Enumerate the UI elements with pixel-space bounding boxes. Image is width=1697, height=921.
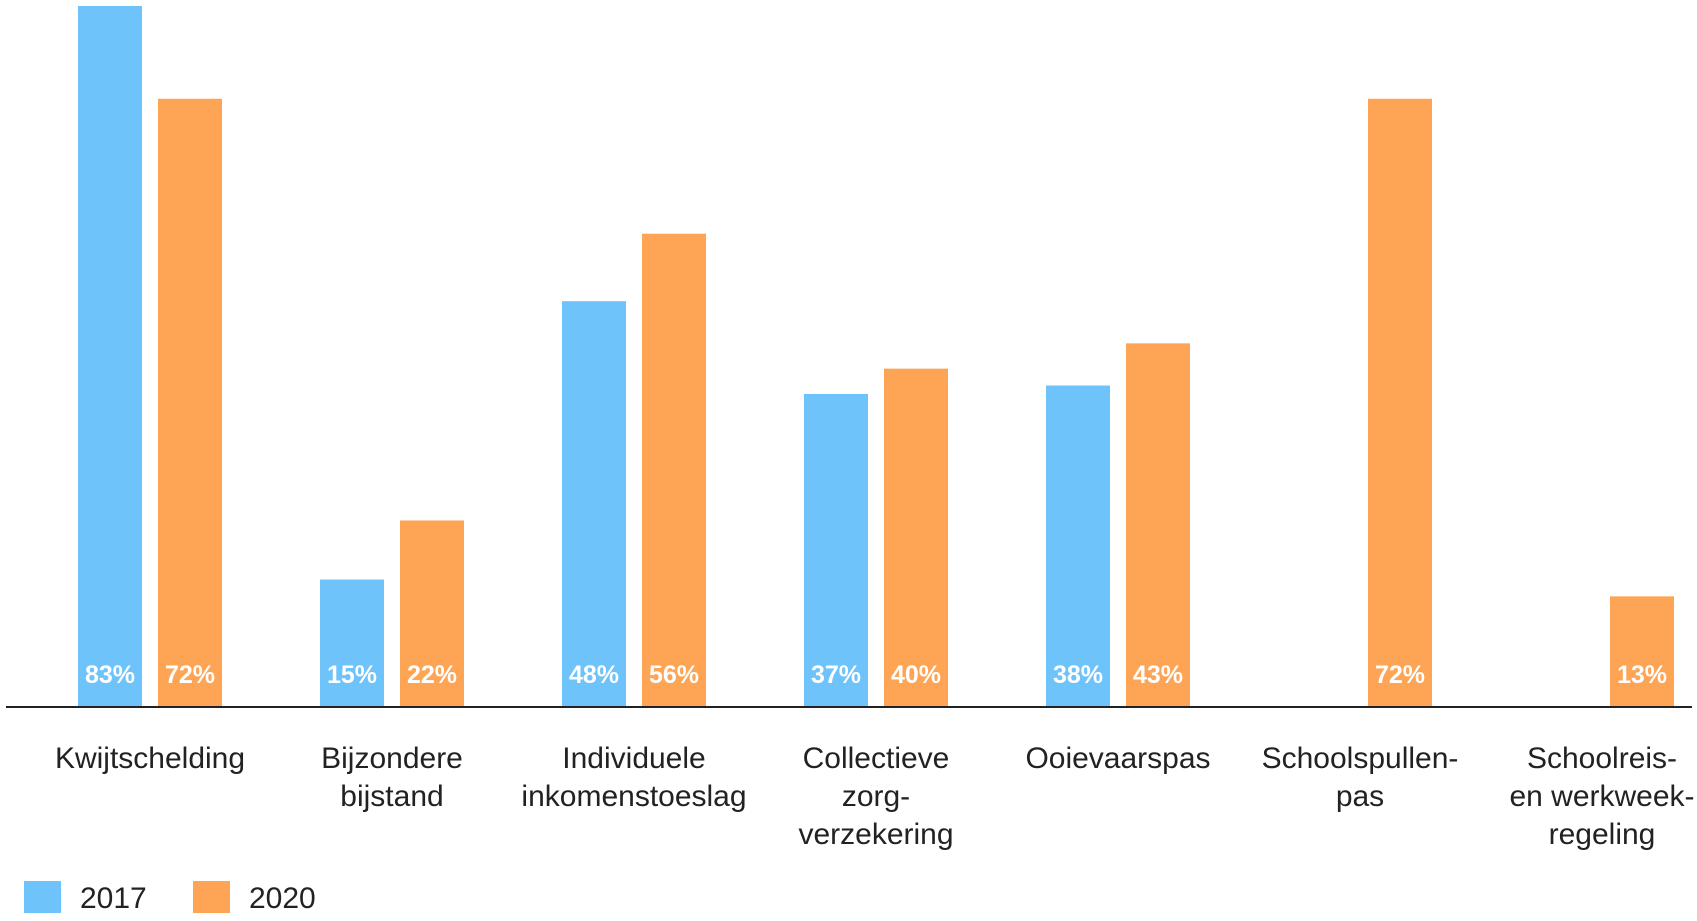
bar-2017-2	[562, 301, 626, 706]
value-label-2017-0: 83%	[85, 661, 135, 689]
bar-2020-3	[884, 368, 948, 706]
category-label-2-line-0: Individuele	[562, 742, 705, 775]
value-label-2020-6: 13%	[1617, 661, 1667, 689]
value-label-2020-0: 72%	[165, 661, 215, 689]
bar-2020-1	[400, 520, 464, 706]
bar-2017-0	[78, 6, 142, 706]
category-labels-group: Kwijtschelding Bijzondere bijstand Individu…	[55, 742, 1695, 851]
category-label-1-line-1: bijstand	[340, 780, 443, 813]
value-label-2020-5: 72%	[1375, 661, 1425, 689]
value-label-2017-4: 38%	[1053, 661, 1103, 689]
legend-swatch-2017	[24, 881, 61, 913]
legend-label-2017: 2017	[80, 882, 147, 915]
category-label-4-line-0: Ooievaarspas	[1025, 742, 1210, 775]
legend-swatch-2020	[193, 881, 230, 913]
value-label-2017-1: 15%	[327, 661, 377, 689]
value-label-2020-3: 40%	[891, 661, 941, 689]
bar-2017-1	[320, 579, 384, 706]
value-labels-group: 83% 72% 15% 22% 48% 56% 37% 40% 38% 43% 72% 13%	[85, 661, 1667, 689]
value-label-2017-3: 37%	[811, 661, 861, 689]
legend: 2017 2020	[24, 881, 316, 915]
value-label-2020-2: 56%	[649, 661, 699, 689]
bar-2020-5	[1368, 98, 1432, 706]
category-label-3-line-1: zorg-	[842, 780, 910, 813]
bar-2020-6	[1610, 596, 1674, 706]
value-label-2020-1: 22%	[407, 661, 457, 689]
bars-group	[78, 6, 1674, 706]
bar-2017-3	[804, 393, 868, 706]
category-label-3-line-2: verzekering	[798, 818, 953, 851]
category-label-6-line-2: regeling	[1549, 818, 1656, 851]
category-label-3-line-0: Collectieve	[803, 742, 950, 775]
bar-2020-2	[642, 233, 706, 706]
category-label-5-line-1: pas	[1336, 780, 1384, 813]
value-label-2020-4: 43%	[1133, 661, 1183, 689]
category-label-2-line-1: inkomenstoeslag	[521, 780, 746, 813]
bar-2020-4	[1126, 343, 1190, 706]
bar-2020-0	[158, 98, 222, 706]
category-label-6-line-1: en werkweek-	[1509, 780, 1694, 813]
value-label-2017-2: 48%	[569, 661, 619, 689]
legend-label-2020: 2020	[249, 882, 316, 915]
category-label-6-line-0: Schoolreis-	[1527, 742, 1677, 775]
category-label-1-line-0: Bijzondere	[321, 742, 463, 775]
bar-2017-4	[1046, 385, 1110, 706]
category-label-5-line-0: Schoolspullen-	[1262, 742, 1459, 775]
category-label-0-line-0: Kwijtschelding	[55, 742, 245, 775]
